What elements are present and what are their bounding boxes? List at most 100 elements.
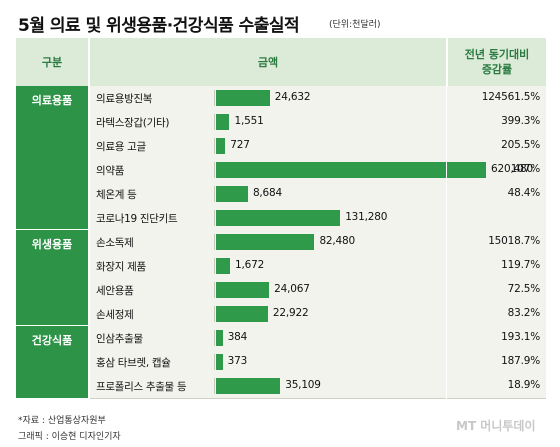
item-label: 인삼추출물 <box>96 333 143 345</box>
graphic-credit: 그래픽 : 이승현 디자인기자 <box>18 432 121 442</box>
bar <box>216 210 341 226</box>
table-row: 화장지 제품 1,672 119.7% <box>90 254 546 279</box>
growth-rate: 48.4% <box>507 187 541 199</box>
bar-baseline <box>214 258 215 274</box>
bar-baseline <box>214 306 215 322</box>
table-row: 라텍스장갑(기타) 1,551 399.3% <box>90 110 546 135</box>
bar-baseline <box>214 90 215 106</box>
bar-value-label: 22,922 <box>272 307 309 319</box>
bar <box>216 90 270 106</box>
item-label: 손세정제 <box>96 309 134 321</box>
table-row: 의료용 고글 727 205.5% <box>90 134 546 159</box>
table-row: 세안용품 24,067 72.5% <box>90 278 546 303</box>
growth-rate: 72.5% <box>507 283 541 295</box>
row-background <box>90 350 546 374</box>
bar <box>216 114 230 130</box>
row-background <box>90 374 546 398</box>
bar <box>216 330 223 346</box>
bar-value-label: 24,632 <box>274 91 311 103</box>
row-background <box>90 182 546 206</box>
bar-value-label: 727 <box>230 139 250 151</box>
table-row: 손세정제 22,922 83.2% <box>90 302 546 327</box>
table-row: 손소독제 82,480 15018.7% <box>90 230 546 255</box>
item-label: 프로폴리스 추출물 등 <box>96 381 187 393</box>
header-growth: 전년 동기대비 증감률 <box>448 38 546 86</box>
item-label: 의약품 <box>96 165 125 177</box>
item-label: 홍삼 타브렛, 캡슐 <box>96 357 171 369</box>
bar <box>216 258 231 274</box>
item-label: 의료용방진복 <box>96 93 153 105</box>
bar <box>216 186 248 202</box>
bar-value-label: 131,280 <box>345 211 388 223</box>
bar-baseline <box>214 282 215 298</box>
row-background <box>90 326 546 350</box>
bar-value-label: 1,551 <box>234 115 264 127</box>
source-note: *자료 : 산업통상자원부 <box>18 416 106 426</box>
bar <box>216 378 281 394</box>
bar-value-label: 82,480 <box>319 235 355 247</box>
row-background <box>90 254 546 278</box>
table-row: 프로폴리스 추출물 등 35,109 18.9% <box>90 374 546 399</box>
bar-value-label: 35,109 <box>285 379 321 391</box>
header-category: 구분 <box>16 38 88 86</box>
bar-baseline <box>214 138 215 154</box>
item-label: 세안용품 <box>96 285 134 297</box>
column-divider <box>446 38 447 410</box>
item-label: 체온계 등 <box>96 189 137 201</box>
table-row: 의약품 620,480 107% <box>90 158 546 183</box>
bar <box>216 138 226 154</box>
unit-note: (단위:천달러) <box>329 20 381 30</box>
growth-rate: 187.9% <box>501 355 540 367</box>
growth-rate: 124561.5% <box>481 91 540 103</box>
category-label: 의료용품 <box>16 86 88 229</box>
bar-baseline <box>214 210 215 226</box>
growth-rate: 15018.7% <box>488 235 540 247</box>
bar-value-label: 24,067 <box>274 283 310 295</box>
category-label: 건강식품 <box>16 326 88 398</box>
bar-baseline <box>214 234 215 250</box>
row-background <box>90 230 546 254</box>
bar-baseline <box>214 186 215 202</box>
growth-rate: 119.7% <box>501 259 540 271</box>
growth-rate: 83.2% <box>507 307 541 319</box>
item-label: 의료용 고글 <box>96 141 146 153</box>
column-divider <box>88 38 89 410</box>
bar-baseline <box>214 114 215 130</box>
item-label: 손소독제 <box>96 237 134 249</box>
bar <box>216 282 270 298</box>
bar-value-label: 373 <box>227 355 248 367</box>
row-background <box>90 86 546 110</box>
bar-value-label: 1,672 <box>235 259 265 271</box>
bar <box>216 354 223 370</box>
chart-title: 5월 의료 및 위생용품·건강식품 수출실적 <box>18 16 300 36</box>
bar-value-label: 384 <box>227 331 248 343</box>
bar-baseline <box>214 354 215 370</box>
table-row: 코로나19 진단키트 131,280 <box>90 206 546 231</box>
row-background <box>90 110 546 134</box>
bar <box>216 306 268 322</box>
row-background <box>90 134 546 158</box>
category-label: 위생용품 <box>16 230 88 325</box>
growth-rate: 205.5% <box>501 139 540 151</box>
table-row: 홍삼 타브렛, 캡슐 373 187.9% <box>90 350 546 375</box>
watermark-logo: MT 머니투데이 <box>456 419 536 433</box>
row-background <box>90 278 546 302</box>
row-background <box>90 302 546 326</box>
header-amount: 금액 <box>90 38 446 86</box>
item-label: 화장지 제품 <box>96 261 146 273</box>
bar <box>216 162 486 178</box>
bar-value-label: 620,480 <box>491 163 534 175</box>
bar-baseline <box>214 378 215 394</box>
bar-value-label: 8,684 <box>252 187 282 199</box>
bar <box>216 234 315 250</box>
growth-rate: 399.3% <box>501 115 540 127</box>
item-label: 라텍스장갑(기타) <box>96 117 170 129</box>
growth-rate: 18.9% <box>507 379 541 391</box>
row-divider <box>90 398 546 399</box>
growth-rate: 107% <box>510 163 540 175</box>
table-row: 인삼추출물 384 193.1% <box>90 326 546 351</box>
bar-baseline <box>214 330 215 346</box>
bar-baseline <box>214 162 215 178</box>
growth-rate: 193.1% <box>501 331 540 343</box>
